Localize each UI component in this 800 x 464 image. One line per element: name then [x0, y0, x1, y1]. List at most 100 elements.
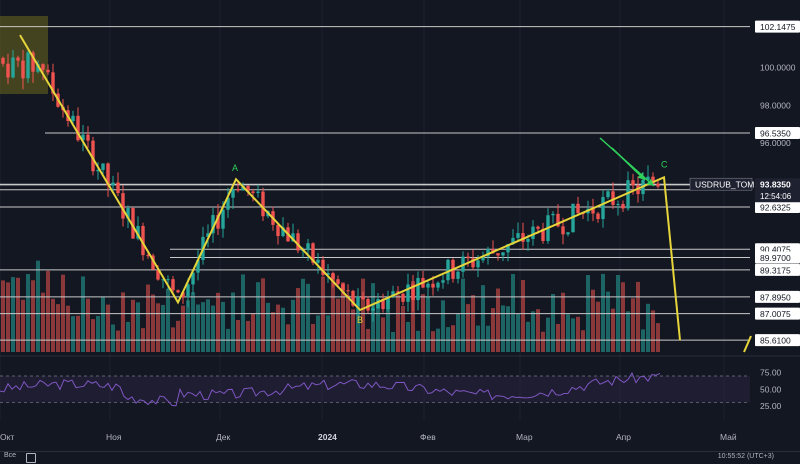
- candle: [71, 115, 75, 121]
- candle: [646, 176, 650, 180]
- volume-bar: [466, 304, 470, 352]
- volume-bar: [606, 291, 610, 352]
- volume-bar: [416, 330, 420, 352]
- time-tick: Фев: [420, 432, 436, 442]
- candle: [51, 72, 55, 94]
- volume-bar: [636, 281, 640, 352]
- candle: [446, 259, 450, 281]
- arrow-head: [646, 178, 654, 186]
- time-tick: Дек: [216, 432, 230, 442]
- volume-bar: [151, 294, 155, 352]
- candle: [521, 233, 525, 242]
- candle: [341, 283, 345, 291]
- volume-bar: [426, 296, 430, 352]
- candle: [81, 134, 85, 141]
- volume-bar: [256, 282, 260, 352]
- candle: [611, 191, 615, 205]
- calendar-icon[interactable]: [26, 453, 36, 463]
- candle: [596, 213, 600, 219]
- candle: [136, 225, 140, 239]
- volume-bar: [346, 295, 350, 352]
- level-label: 102.1475: [760, 22, 796, 32]
- level-label-bg: [755, 251, 800, 264]
- candle: [181, 292, 185, 297]
- candle: [86, 134, 90, 141]
- candle: [236, 189, 240, 191]
- level-label: 87.0075: [760, 309, 791, 319]
- candle: [351, 290, 355, 306]
- time-tick: 2024: [318, 432, 337, 442]
- volume-bar: [211, 305, 215, 352]
- candle: [196, 259, 200, 273]
- candle: [481, 256, 485, 261]
- arrow-head: [637, 172, 645, 180]
- candle: [246, 185, 250, 192]
- candle: [251, 191, 255, 193]
- time-tick: Мар: [516, 432, 533, 442]
- volume-bar: [356, 305, 360, 352]
- level-label-bg: [755, 263, 800, 276]
- volume-bar: [101, 296, 105, 352]
- volume-bar: [76, 315, 80, 352]
- candle: [541, 228, 545, 241]
- volume-bar: [626, 311, 630, 352]
- candle: [506, 244, 510, 253]
- candle: [276, 224, 280, 237]
- volume-bar: [481, 285, 485, 352]
- candle: [116, 182, 120, 194]
- candle: [166, 279, 170, 281]
- candle: [171, 279, 175, 291]
- volume-bar: [401, 306, 405, 352]
- candle: [476, 260, 480, 268]
- candle: [96, 169, 100, 172]
- candle: [626, 180, 630, 209]
- volume-bar: [326, 315, 330, 352]
- volume-bar: [361, 278, 365, 352]
- candle: [456, 271, 460, 279]
- volume-bar: [501, 305, 505, 352]
- volume-bar: [601, 273, 605, 352]
- symbol-tag[interactable]: USDRUB_TOM: [695, 180, 754, 190]
- candle: [91, 140, 95, 172]
- volume-bar: [431, 331, 435, 352]
- time-tick: Апр: [616, 432, 631, 442]
- volume-bar: [231, 292, 235, 352]
- range-all-button[interactable]: Все: [4, 452, 17, 459]
- volume-bar: [531, 311, 535, 352]
- volume-bar: [341, 282, 345, 352]
- candle: [131, 208, 135, 239]
- volume-bar: [656, 323, 660, 352]
- volume-bar: [446, 327, 450, 352]
- price-tick: 98.0000: [760, 100, 791, 110]
- volume-bar: [451, 325, 455, 352]
- candle: [621, 204, 625, 209]
- price-tick: 100.0000: [760, 62, 796, 72]
- volume-bar: [571, 318, 575, 352]
- volume-bar: [301, 278, 305, 352]
- candle: [496, 253, 500, 256]
- candle: [261, 191, 265, 217]
- candle: [151, 255, 155, 270]
- candle: [376, 299, 380, 309]
- candle: [291, 233, 295, 242]
- candle: [186, 284, 190, 297]
- volume-bar: [36, 260, 40, 352]
- wave-label: C: [661, 159, 668, 169]
- candle: [31, 52, 35, 72]
- candle: [16, 57, 20, 61]
- volume-bar: [221, 301, 225, 352]
- volume-bar: [81, 276, 85, 352]
- volume-bar: [291, 299, 295, 352]
- candle: [101, 163, 105, 170]
- volume-bar: [611, 308, 615, 352]
- volume-bar: [491, 308, 495, 352]
- candle: [386, 297, 390, 310]
- volume-bar: [156, 303, 160, 352]
- candle: [216, 215, 220, 229]
- volume-bar: [651, 310, 655, 352]
- volume-bar: [441, 300, 445, 352]
- candle: [416, 278, 420, 301]
- volume-bar: [251, 313, 255, 352]
- volume-bar: [136, 302, 140, 352]
